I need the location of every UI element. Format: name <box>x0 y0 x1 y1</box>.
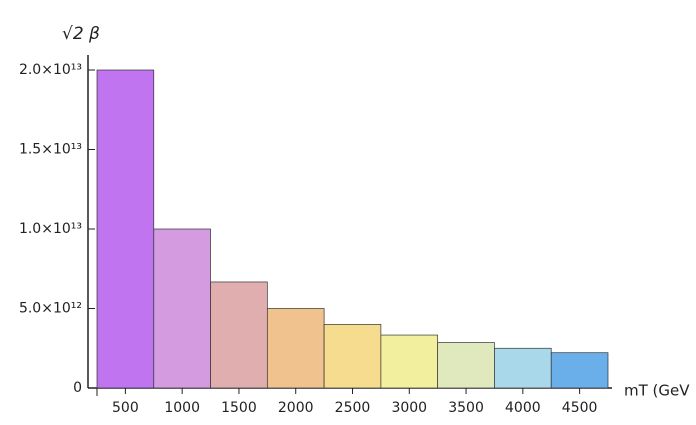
bar <box>494 347 552 389</box>
x-tick-label: 3500 <box>448 400 484 416</box>
y-tick-label: 2.0×10¹³ <box>19 62 82 78</box>
bar <box>380 334 439 389</box>
y-tick-label: 0 <box>73 380 82 396</box>
x-axis-label: mT (GeV <box>624 382 690 400</box>
bar <box>323 324 382 389</box>
y-tick-label: 1.0×10¹³ <box>19 221 82 237</box>
x-tick-label: 4500 <box>562 400 598 416</box>
x-tick-label: 2000 <box>278 400 314 416</box>
y-axis-label: √2 β <box>62 24 100 44</box>
bar <box>96 69 155 389</box>
bar <box>153 228 211 389</box>
x-tick-label: 1500 <box>221 400 257 416</box>
bar <box>550 352 609 389</box>
y-tick-label: 1.5×10¹³ <box>19 142 82 158</box>
x-tick-label: 3000 <box>391 400 427 416</box>
x-tick-label: 2500 <box>335 400 371 416</box>
x-tick-label: 500 <box>112 400 139 416</box>
x-tick-label: 1000 <box>164 400 200 416</box>
bar <box>210 281 268 389</box>
bar <box>437 342 495 389</box>
x-tick-label: 4000 <box>505 400 541 416</box>
y-tick-label: 5.0×10¹² <box>19 301 82 317</box>
bar <box>266 308 325 389</box>
